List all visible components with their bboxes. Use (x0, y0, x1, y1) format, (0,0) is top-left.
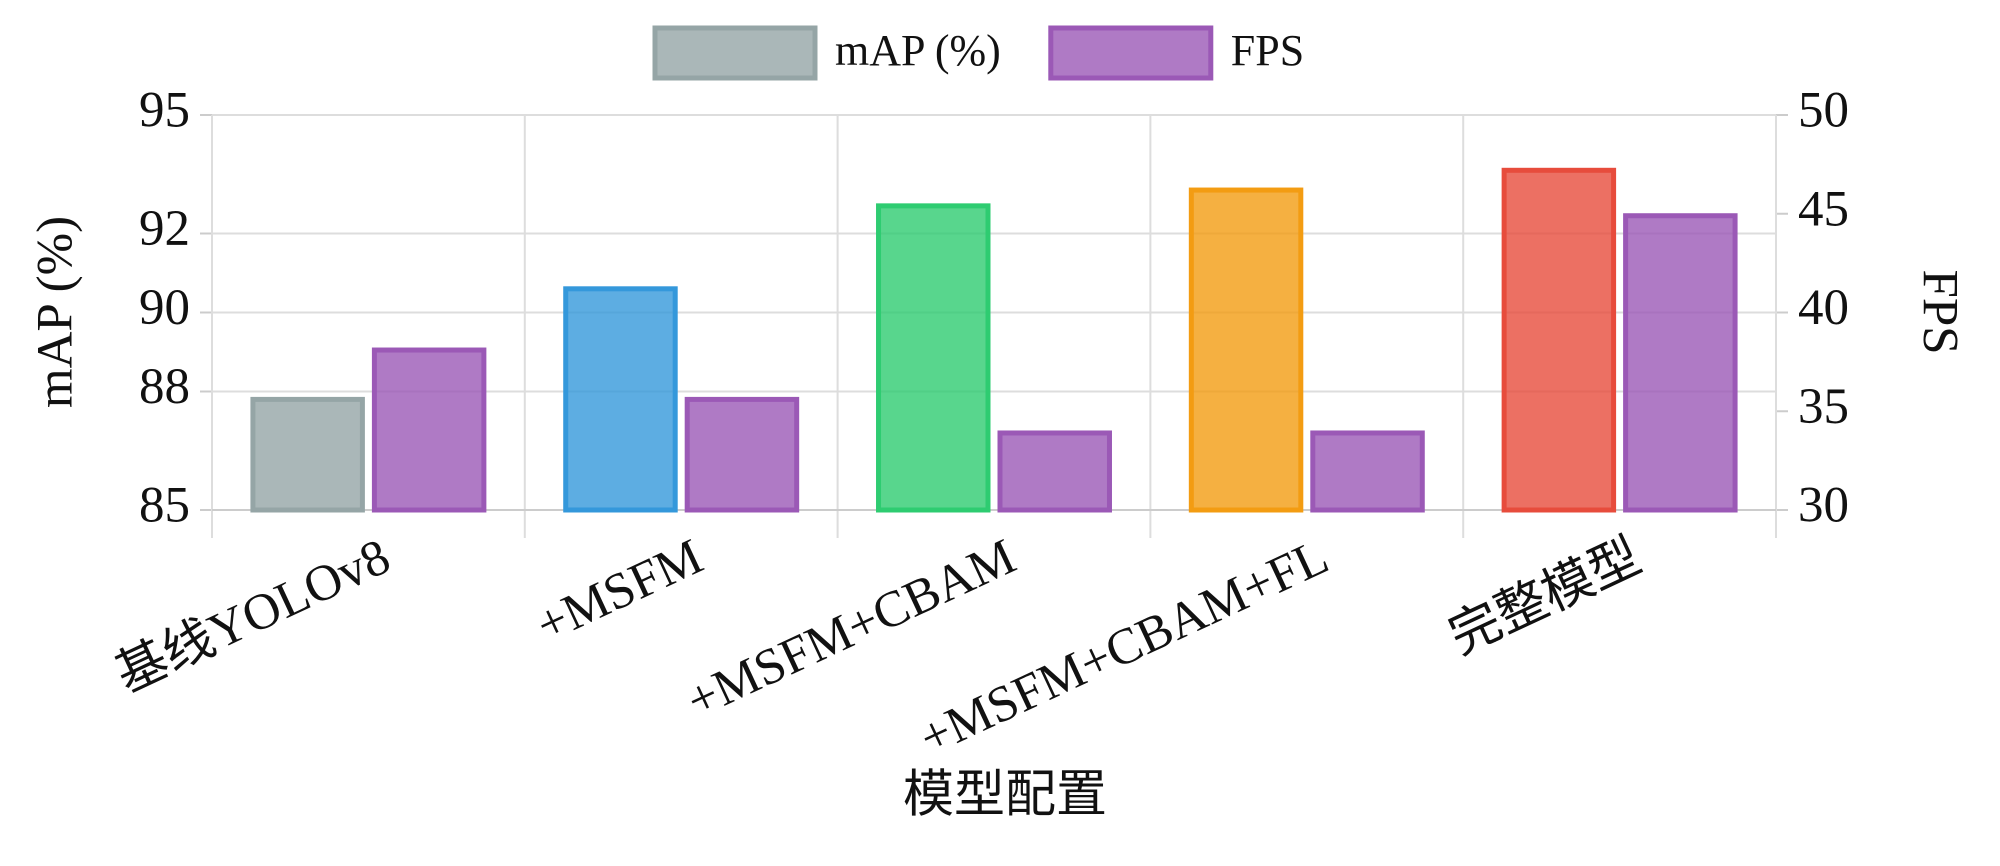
y2-tick-label: 30 (1798, 478, 1849, 534)
y2-tick-label: 35 (1798, 379, 1849, 435)
y-tick-label: 88 (139, 359, 190, 415)
bar (876, 203, 991, 513)
x-axis-label: 模型配置 (903, 768, 1107, 824)
y-tick-label: 90 (139, 280, 190, 336)
x-tick-label: 完整模型 (1441, 529, 1650, 666)
bar (1501, 167, 1617, 513)
y2-tick-label: 50 (1798, 83, 1849, 139)
y2-tick-label: 45 (1798, 181, 1849, 237)
x-tick-label: +MSFM (528, 529, 711, 654)
bar (563, 286, 678, 513)
bar (1188, 187, 1304, 513)
y-tick-label: 95 (139, 83, 190, 139)
legend-label: FPS (1231, 26, 1304, 75)
legend-swatch (1048, 25, 1214, 81)
legend-swatch (652, 25, 818, 81)
y-tick-label: 92 (139, 201, 190, 257)
y-tick-label: 85 (139, 478, 190, 534)
bar (684, 396, 800, 513)
bar (250, 396, 365, 513)
bar (371, 347, 487, 513)
y2-tick-label: 40 (1798, 280, 1849, 336)
x-tick-label: 基线YOLOv8 (108, 529, 399, 704)
legend-label: mAP (%) (835, 26, 1001, 75)
bar (1310, 430, 1425, 513)
bar (1623, 213, 1738, 513)
bar (997, 430, 1112, 513)
y-axis-label: mAP (%) (28, 216, 84, 408)
y2-axis-label: FPS (1911, 269, 1967, 354)
